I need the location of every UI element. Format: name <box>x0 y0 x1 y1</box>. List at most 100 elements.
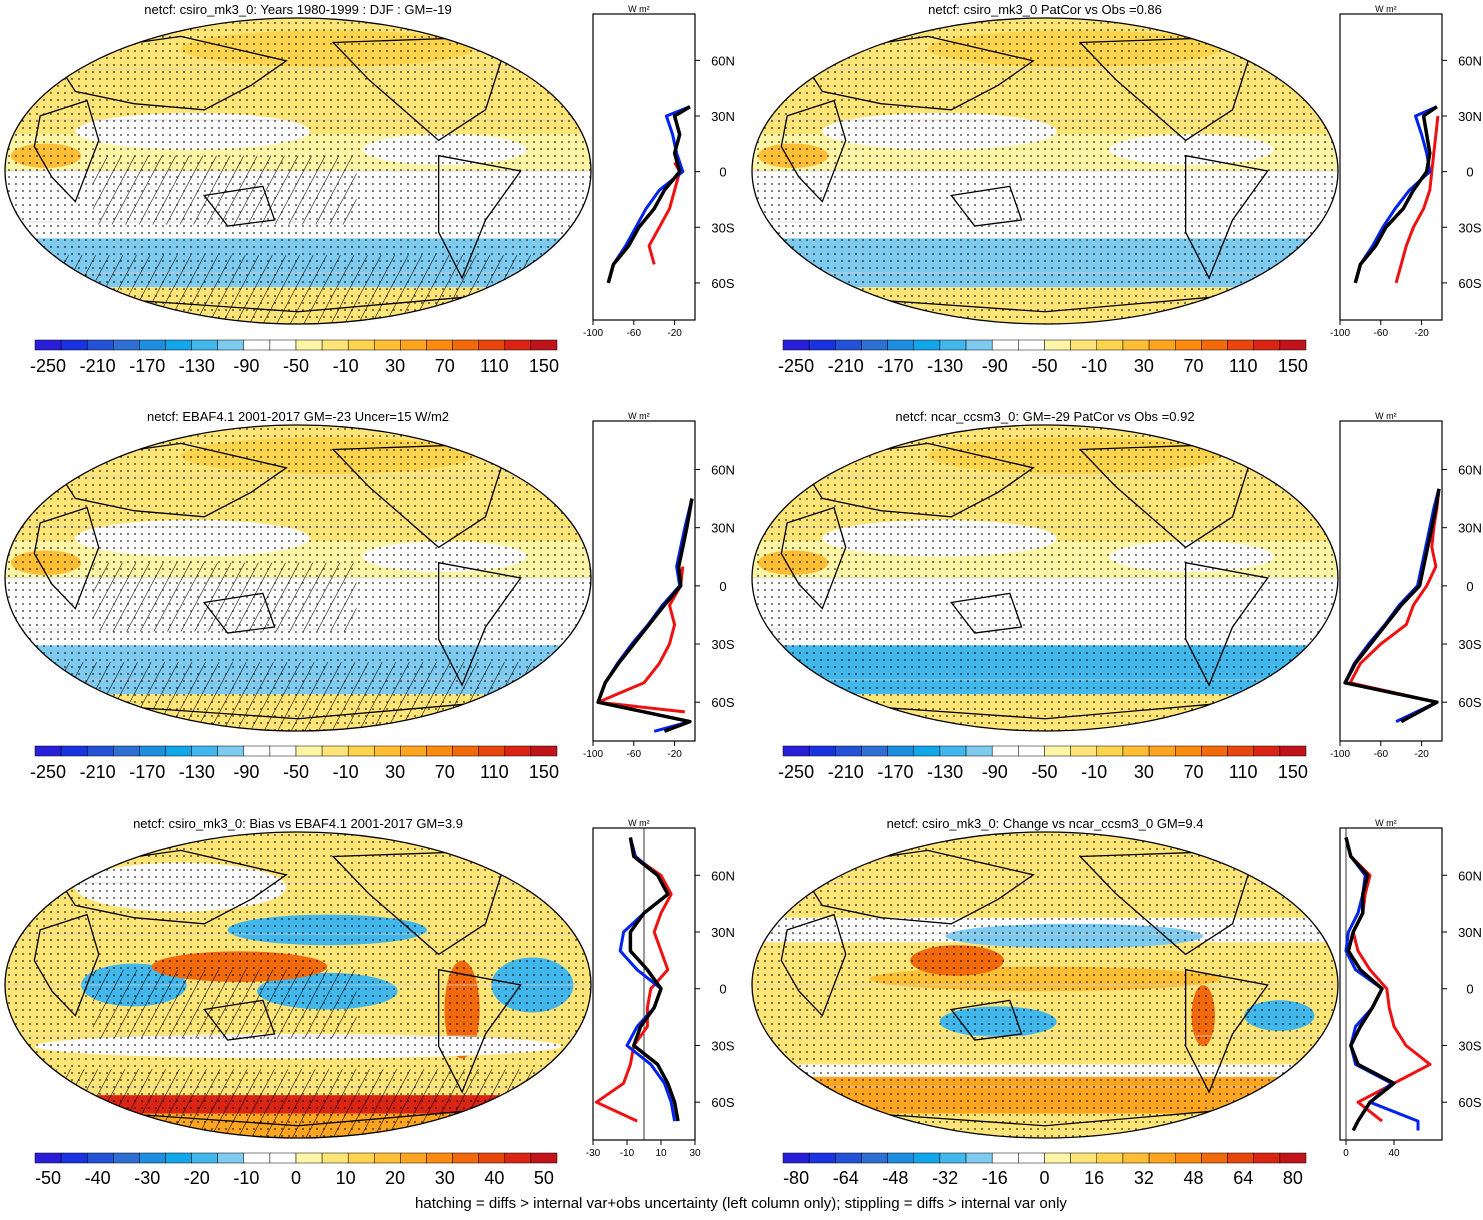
profile-lat-label: 60N <box>711 462 735 477</box>
coast-africa <box>33 913 100 1017</box>
colorbar-label: -170 <box>877 356 913 376</box>
colorbar-label: -50 <box>1031 762 1057 782</box>
profile-xtick-label: -60 <box>627 328 642 339</box>
colorbar-swatch <box>191 745 218 757</box>
colorbar-swatch <box>1122 339 1150 351</box>
profile-lat-label: 60N <box>1458 462 1482 477</box>
profile-lat-label: 30S <box>1458 220 1481 235</box>
profile-unit: W m² <box>1375 818 1397 828</box>
coast-africa <box>780 506 847 610</box>
profile-frame <box>592 13 696 321</box>
colorbar-swatch <box>60 339 88 351</box>
colorbar-swatch <box>400 339 427 351</box>
colorbar-swatch <box>321 745 349 757</box>
profile-xtick-label: -100 <box>1330 328 1350 339</box>
colorbar-swatch <box>1070 339 1098 351</box>
colorbar-swatch <box>1175 339 1202 351</box>
profile-lat-label: 0 <box>719 982 726 997</box>
profile-xtick-label: -100 <box>583 328 603 339</box>
colorbar: -250 -210 -170 -130 -90 -50 -10 30 70 110 150 <box>30 339 559 376</box>
panel-title: netcf: EBAF4.1 2001-2017 GM=-23 Uncer=15… <box>147 409 449 424</box>
profile-lat-label: 30N <box>711 521 735 536</box>
colorbar-swatch <box>939 1152 967 1164</box>
profile-lat-label: 30S <box>711 220 734 235</box>
colorbar-swatch <box>782 339 810 351</box>
colorbar-swatch <box>808 745 836 757</box>
profile-line-bias-red <box>596 566 685 714</box>
colorbar-label: -10 <box>233 1168 259 1188</box>
map <box>4 831 592 1139</box>
colorbar-label: -90 <box>982 762 1008 782</box>
coast-africa <box>33 506 100 610</box>
colorbar-label: 70 <box>1184 356 1204 376</box>
colorbar-label: 110 <box>480 762 509 782</box>
hatch-overlay <box>92 562 357 632</box>
colorbar-swatch <box>530 1152 558 1164</box>
colorbar-label: 40 <box>484 1168 504 1188</box>
profile-line-model-black <box>596 498 694 733</box>
colorbar-label: -16 <box>982 1168 1008 1188</box>
colorbar-label: -50 <box>35 1168 61 1188</box>
colorbar-swatch <box>1201 339 1228 351</box>
colorbar-label: -170 <box>129 762 165 782</box>
zonal-profile: W m² -100 -60 -20 60N 30N 0 30S 60S <box>583 4 735 339</box>
colorbar-label: -210 <box>80 762 116 782</box>
coast-africa <box>780 913 847 1017</box>
colorbar-label: -90 <box>233 356 259 376</box>
colorbar: -250 -210 -170 -130 -90 -50 -10 30 70 110 150 <box>778 745 1308 782</box>
hatch-overlay <box>92 969 357 1039</box>
colorbar-swatch <box>321 1152 349 1164</box>
colorbar-label: 30 <box>1134 356 1154 376</box>
profile-frame <box>1339 827 1443 1141</box>
profile-lat-label: 60S <box>711 276 734 291</box>
colorbar-label: 150 <box>529 356 559 376</box>
zonal-profile: W m² 0 40 60N 30N 0 30S 60S <box>1339 818 1482 1159</box>
profile-xtick-label: 40 <box>1388 1148 1400 1159</box>
colorbar-swatch <box>139 339 166 351</box>
colorbar-swatch <box>295 745 323 757</box>
colorbar-swatch <box>347 745 375 757</box>
coast-australia <box>950 999 1023 1041</box>
colorbar-swatch <box>1018 1152 1045 1164</box>
colorbar-swatch <box>347 1152 375 1164</box>
profile-unit: W m² <box>628 411 650 421</box>
colorbar-swatch <box>1096 745 1124 757</box>
map-border <box>751 424 1339 732</box>
colorbar-swatch <box>478 1152 506 1164</box>
colorbar-swatch <box>452 339 479 351</box>
colorbar-label: 150 <box>529 762 559 782</box>
colorbar-swatch <box>113 745 140 757</box>
colorbar-label: -170 <box>877 762 913 782</box>
colorbar-swatch <box>1122 745 1150 757</box>
colorbar-swatch <box>504 1152 532 1164</box>
colorbar-label: 70 <box>1184 762 1204 782</box>
colorbar-swatch <box>478 745 506 757</box>
map <box>751 424 1339 732</box>
colorbar-swatch <box>1253 339 1281 351</box>
colorbar-label: 70 <box>435 762 455 782</box>
map-border <box>751 831 1339 1139</box>
colorbar-swatch <box>1148 339 1176 351</box>
colorbar-swatch <box>835 745 862 757</box>
colorbar-swatch <box>113 339 140 351</box>
colorbar-swatch <box>1227 745 1254 757</box>
figure-caption: hatching = diffs > internal var+obs unce… <box>415 1195 1067 1212</box>
profile-xtick-label: 0 <box>1343 1148 1349 1159</box>
colorbar-label: -250 <box>778 356 814 376</box>
colorbar-swatch <box>478 339 506 351</box>
colorbar-swatch <box>191 339 218 351</box>
colorbar-label: 48 <box>1184 1168 1204 1188</box>
colorbar-label: -20 <box>184 1168 210 1188</box>
profile-xtick-label: -20 <box>667 749 682 760</box>
colorbar-swatch <box>504 745 532 757</box>
colorbar-swatch <box>321 339 349 351</box>
coast-australia <box>950 592 1023 634</box>
profile-line-bias-red <box>594 855 673 1123</box>
colorbar-swatch <box>1070 745 1098 757</box>
coast-australia <box>203 592 276 634</box>
profile-lat-label: 0 <box>719 579 726 594</box>
panel-title: netcf: csiro_mk3_0: Change vs ncar_ccsm3… <box>887 816 1204 831</box>
hatch-overlay <box>92 155 357 225</box>
profile-line-model-black <box>1344 837 1396 1132</box>
